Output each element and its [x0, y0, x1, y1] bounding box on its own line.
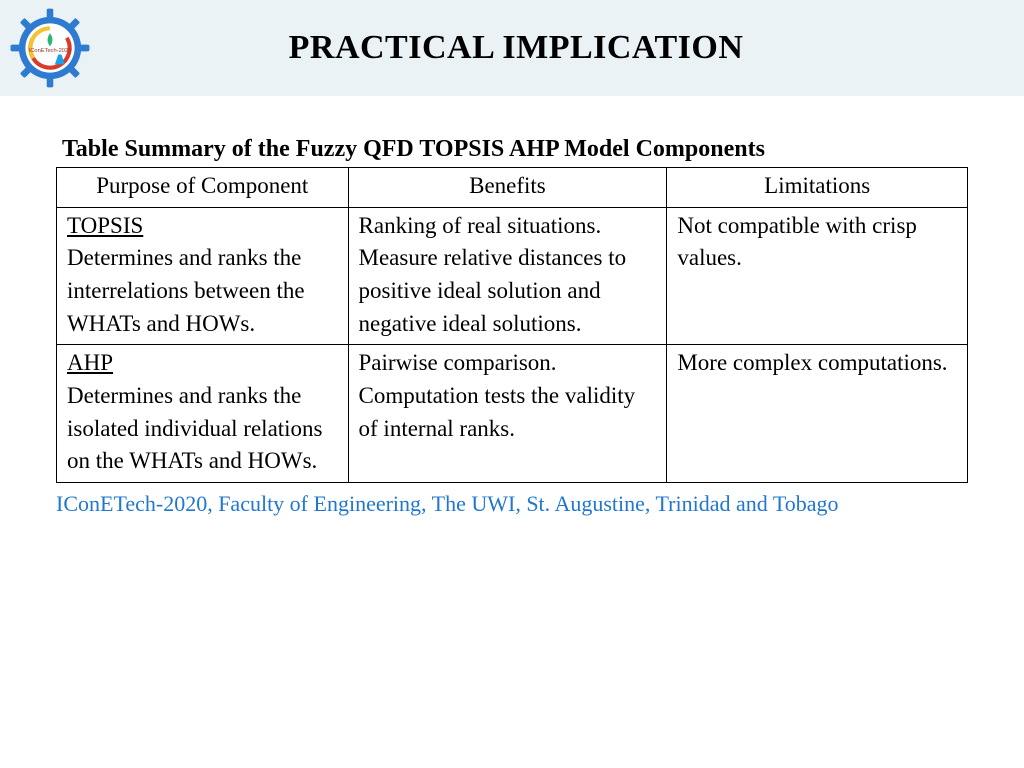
- table-row: TOPSIS Determines and ranks the interrela…: [57, 207, 968, 345]
- cell-benefits: Pairwise comparison. Computation tests t…: [348, 345, 667, 483]
- cell-limitations: More complex computations.: [667, 345, 968, 483]
- header-band: IConETech-2020 PRACTICAL IMPLICATION: [0, 0, 1024, 96]
- page-title: PRACTICAL IMPLICATION: [8, 29, 1024, 67]
- cell-benefits: Ranking of real situations. Measure relat…: [348, 207, 667, 345]
- benefits-text: Ranking of real situations.: [359, 213, 602, 238]
- component-heading: TOPSIS: [67, 213, 143, 238]
- model-components-table: Purpose of Component Benefits Limitation…: [56, 167, 968, 483]
- table-row: AHP Determines and ranks the isolated ind…: [57, 345, 968, 483]
- benefits-text: Pairwise comparison. Computation tests t…: [359, 350, 636, 440]
- cell-limitations: Not compatible with crisp values.: [667, 207, 968, 345]
- main-content: Table Summary of the Fuzzy QFD TOPSIS AH…: [0, 96, 1024, 483]
- cell-purpose: TOPSIS Determines and ranks the interrela…: [57, 207, 349, 345]
- component-purpose-text: Determines and ranks the isolated indivi…: [67, 383, 323, 473]
- cell-purpose: AHP Determines and ranks the isolated ind…: [57, 345, 349, 483]
- limitations-text: More complex computations.: [677, 350, 947, 375]
- col-header-benefits: Benefits: [348, 168, 667, 208]
- table-body: TOPSIS Determines and ranks the interrela…: [57, 207, 968, 482]
- table-caption: Table Summary of the Fuzzy QFD TOPSIS AH…: [62, 136, 968, 163]
- component-purpose-text: Determines and ranks the interrelations …: [67, 245, 305, 335]
- table-header-row: Purpose of Component Benefits Limitation…: [57, 168, 968, 208]
- col-header-purpose: Purpose of Component: [57, 168, 349, 208]
- footer-text: IConETech-2020, Faculty of Engineering, …: [0, 483, 1024, 517]
- col-header-limitations: Limitations: [667, 168, 968, 208]
- limitations-text: Not compatible with crisp values.: [677, 213, 917, 271]
- benefits-text: Measure relative distances to positive i…: [359, 245, 627, 335]
- component-heading: AHP: [67, 350, 113, 375]
